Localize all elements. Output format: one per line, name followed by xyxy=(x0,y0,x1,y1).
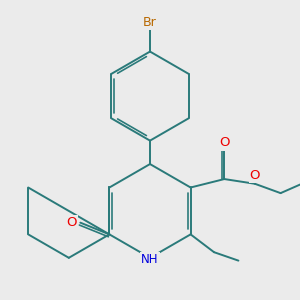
Text: NH: NH xyxy=(141,253,159,266)
Text: O: O xyxy=(250,169,260,182)
Text: Br: Br xyxy=(143,16,157,28)
Text: O: O xyxy=(219,136,230,149)
Text: O: O xyxy=(67,216,77,229)
